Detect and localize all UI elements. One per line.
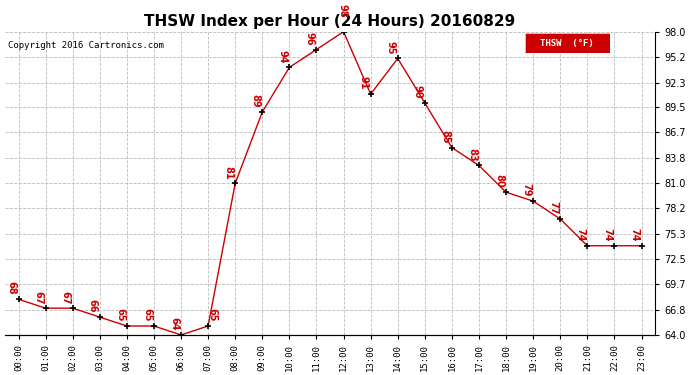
Text: 65: 65: [207, 308, 217, 322]
Text: 94: 94: [277, 50, 288, 63]
Text: 74: 74: [629, 228, 640, 242]
Text: 65: 65: [115, 308, 125, 322]
Text: 98: 98: [337, 4, 347, 18]
Text: 81: 81: [224, 165, 233, 179]
Text: 68: 68: [7, 282, 17, 295]
Text: 80: 80: [494, 174, 504, 188]
Text: 67: 67: [61, 291, 71, 304]
Text: 79: 79: [521, 183, 531, 197]
Text: 77: 77: [549, 201, 558, 215]
Text: Copyright 2016 Cartronics.com: Copyright 2016 Cartronics.com: [8, 41, 164, 50]
Text: 74: 74: [602, 228, 613, 242]
Text: 83: 83: [467, 148, 477, 161]
Text: 64: 64: [169, 317, 179, 331]
Text: 65: 65: [142, 308, 152, 322]
Text: 95: 95: [386, 41, 396, 54]
Text: 85: 85: [440, 130, 450, 144]
Title: THSW Index per Hour (24 Hours) 20160829: THSW Index per Hour (24 Hours) 20160829: [144, 14, 515, 29]
Text: 67: 67: [34, 291, 43, 304]
Text: 96: 96: [304, 32, 315, 45]
Text: 90: 90: [413, 86, 423, 99]
Text: 89: 89: [250, 94, 260, 108]
Text: 66: 66: [88, 299, 98, 313]
Text: 74: 74: [575, 228, 585, 242]
Text: 91: 91: [359, 76, 368, 90]
